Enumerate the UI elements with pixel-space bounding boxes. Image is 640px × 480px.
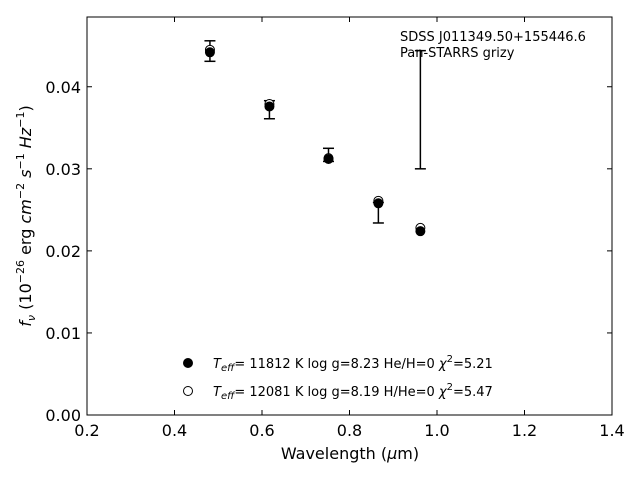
x-tick-label: 1.2 [512, 421, 537, 440]
legend: Teff= 11812 K log g=8.23 He/H=0 χ2=5.21 … [183, 354, 493, 402]
legend-marker-open [183, 386, 193, 396]
annotation-object-name: SDSS J011349.50+155446.6 [400, 30, 586, 45]
axis-ticks: 0.2 0.4 0.6 0.8 1.0 1.2 1.4 0.00 0.01 0.02 0.03 0.0… [45, 17, 625, 440]
data-point-filled [415, 226, 426, 237]
y-tick-label: 0.00 [45, 406, 81, 425]
y-tick-label: 0.03 [45, 160, 81, 179]
y-tick-label: 0.02 [45, 242, 81, 261]
x-axis-label: Wavelength (μm) [281, 444, 419, 463]
data-markers [204, 44, 426, 237]
x-tick-label: 0.8 [337, 421, 362, 440]
legend-label-he-h: Teff= 11812 K log g=8.23 He/H=0 χ2=5.21 [213, 354, 493, 374]
x-tick-label: 1.0 [424, 421, 449, 440]
x-tick-label: 0.6 [249, 421, 274, 440]
x-tick-label: 1.4 [599, 421, 624, 440]
data-point-filled [373, 198, 384, 209]
data-point-filled [204, 47, 215, 58]
y-axis-label: fν (10−26 erg cm−2 s−1 Hz−1) [14, 105, 38, 326]
x-tick-label: 0.4 [162, 421, 187, 440]
legend-label-h-he: Teff= 12081 K log g=8.19 H/He=0 χ2=5.47 [213, 382, 493, 402]
y-tick-label: 0.04 [45, 78, 81, 97]
data-point-filled [323, 153, 334, 164]
x-tick-label: 0.2 [74, 421, 99, 440]
y-tick-label: 0.01 [45, 324, 81, 343]
data-point-filled [264, 101, 275, 112]
legend-marker-filled [183, 358, 193, 368]
annotation-survey: Pan-STARRS grizy [400, 46, 515, 61]
